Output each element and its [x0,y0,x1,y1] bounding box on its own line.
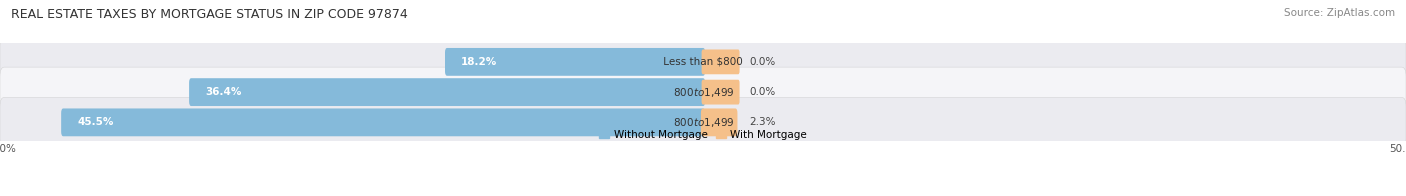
Text: 36.4%: 36.4% [205,87,242,97]
FancyBboxPatch shape [188,78,704,106]
FancyBboxPatch shape [702,80,740,104]
FancyBboxPatch shape [446,48,706,76]
Text: 45.5%: 45.5% [77,117,114,127]
Text: $800 to $1,499: $800 to $1,499 [671,116,735,129]
FancyBboxPatch shape [60,108,704,136]
FancyBboxPatch shape [0,97,1406,147]
Text: 0.0%: 0.0% [749,57,776,67]
Text: REAL ESTATE TAXES BY MORTGAGE STATUS IN ZIP CODE 97874: REAL ESTATE TAXES BY MORTGAGE STATUS IN … [11,8,408,21]
Text: $800 to $1,499: $800 to $1,499 [671,86,735,99]
Text: Source: ZipAtlas.com: Source: ZipAtlas.com [1284,8,1395,18]
Text: 0.0%: 0.0% [749,87,776,97]
Text: 2.3%: 2.3% [749,117,776,127]
Text: 18.2%: 18.2% [461,57,498,67]
FancyBboxPatch shape [702,49,740,74]
FancyBboxPatch shape [0,37,1406,87]
FancyBboxPatch shape [700,108,738,136]
Legend: Without Mortgage, With Mortgage: Without Mortgage, With Mortgage [595,125,811,144]
Text: Less than $800: Less than $800 [659,57,747,67]
FancyBboxPatch shape [0,67,1406,117]
